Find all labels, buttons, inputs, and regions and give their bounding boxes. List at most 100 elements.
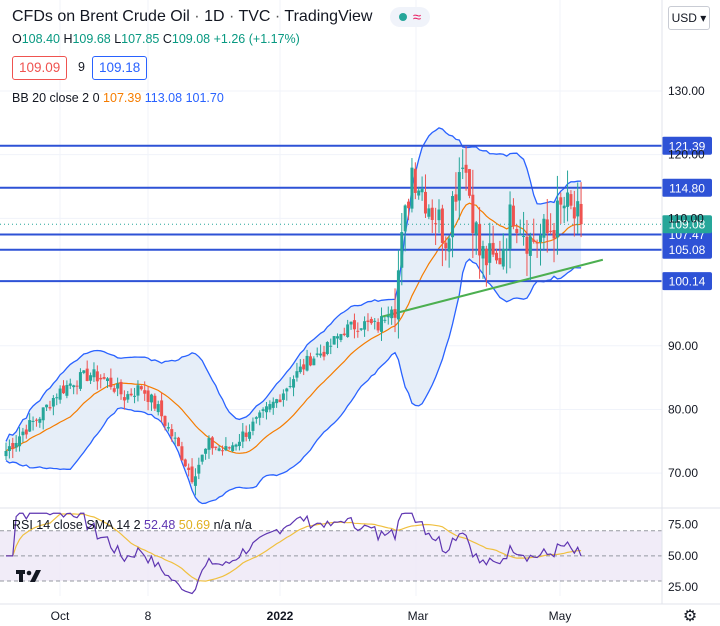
candle <box>410 167 414 209</box>
candle <box>170 429 174 437</box>
candle <box>146 390 150 402</box>
candle <box>346 324 350 337</box>
price-tick-label: 70.00 <box>668 466 698 480</box>
candle <box>474 222 478 235</box>
candle <box>217 448 221 451</box>
candle <box>85 368 89 382</box>
candle <box>373 320 377 322</box>
candle <box>352 320 356 330</box>
time-tick-label: 8 <box>145 609 152 623</box>
candle <box>549 230 553 232</box>
candle <box>315 353 319 355</box>
rsi-na-1: n/a <box>213 518 231 532</box>
candle <box>386 315 390 318</box>
candle <box>143 390 147 394</box>
candle <box>417 190 421 196</box>
candle <box>393 309 397 318</box>
candle <box>332 336 336 345</box>
candle <box>7 446 11 452</box>
bollinger-basis <box>5 202 582 454</box>
candle <box>427 208 431 217</box>
candle <box>126 394 130 400</box>
candle <box>295 371 299 378</box>
candle <box>78 372 82 389</box>
open-value: 108.40 <box>21 32 60 46</box>
candle <box>65 385 69 396</box>
rsi-legend[interactable]: RSI 14 close SMA 14 2 52.48 50.69 n/a n/… <box>12 518 252 532</box>
candle <box>569 194 573 206</box>
candle <box>288 386 292 388</box>
candle <box>339 334 343 340</box>
low-value: 107.85 <box>121 32 160 46</box>
candle <box>204 448 208 454</box>
candle <box>342 333 346 336</box>
time-tick-label: 2022 <box>267 609 294 623</box>
rsi-value: 52.48 <box>144 518 176 532</box>
candle <box>221 450 225 452</box>
candle <box>518 234 522 236</box>
candle <box>177 437 181 447</box>
candle <box>481 246 485 259</box>
candle <box>437 209 441 221</box>
candle <box>325 342 329 354</box>
candle <box>498 257 502 265</box>
candle <box>109 377 113 388</box>
candle <box>555 200 559 238</box>
trendline[interactable] <box>380 258 604 319</box>
candle <box>55 397 59 399</box>
bb-legend[interactable]: BB 20 close 2 0 107.39 113.08 101.70 <box>12 91 224 105</box>
candle <box>133 395 137 397</box>
candle <box>302 364 306 370</box>
candle <box>525 236 529 254</box>
candle <box>268 404 272 410</box>
candle <box>359 328 363 330</box>
candle <box>484 248 488 266</box>
candle <box>224 446 228 451</box>
candle <box>420 188 424 193</box>
sell-button[interactable]: 109.09 <box>12 56 68 80</box>
candle <box>511 205 515 227</box>
level-label: 100.14 <box>669 275 706 289</box>
candle <box>461 167 465 169</box>
candle <box>464 164 468 173</box>
price-tick-label: 90.00 <box>668 339 698 353</box>
candle <box>237 441 241 447</box>
candle <box>68 383 72 386</box>
candle <box>31 420 35 422</box>
spread-value: 9 <box>78 60 85 74</box>
candle <box>156 404 160 413</box>
candle <box>99 377 103 380</box>
candle <box>366 320 370 322</box>
bollinger-band-fill <box>6 127 582 504</box>
candle <box>136 385 140 396</box>
rsi-line <box>6 512 582 595</box>
candle <box>271 401 275 408</box>
level-label-bg <box>662 178 712 197</box>
candle <box>28 420 32 432</box>
candle <box>491 242 495 255</box>
bb-upper-value: 113.08 <box>144 91 183 105</box>
currency-select[interactable]: USD ▾ <box>668 6 710 30</box>
rsi-tick-label: 50.00 <box>668 549 698 563</box>
candle <box>58 388 62 400</box>
candle <box>505 249 509 251</box>
candle <box>407 201 411 209</box>
candle <box>285 388 289 392</box>
candle <box>193 476 197 486</box>
bollinger-fill <box>6 127 582 504</box>
candle <box>112 388 116 392</box>
candle <box>376 322 380 331</box>
rsi-tick-label: 75.00 <box>668 518 698 532</box>
candle <box>430 207 434 220</box>
candle <box>75 385 79 387</box>
candle <box>89 375 93 381</box>
candle <box>572 207 576 219</box>
status-indicator[interactable]: ≈ <box>390 7 430 27</box>
interval[interactable]: 1D <box>204 8 225 25</box>
rsi-na-2: n/a <box>234 518 252 532</box>
buy-button[interactable]: 109.18 <box>92 56 148 80</box>
candle <box>187 467 191 471</box>
candle <box>451 196 455 238</box>
